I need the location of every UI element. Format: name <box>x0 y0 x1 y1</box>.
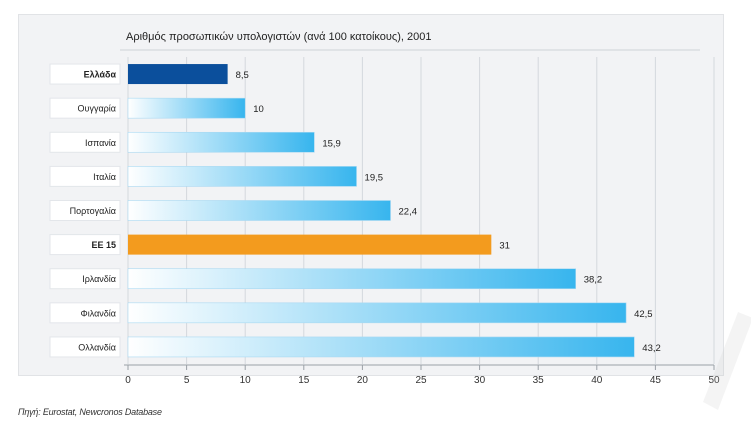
x-tick-label: 20 <box>357 375 369 386</box>
x-tick-label: 45 <box>650 375 662 386</box>
category-label-box <box>49 302 121 324</box>
watermark-graphic <box>703 312 751 410</box>
bar <box>127 200 391 221</box>
category-label: Ελλάδα <box>84 70 117 80</box>
value-label: 42,5 <box>634 309 653 320</box>
value-label: 31 <box>499 241 510 252</box>
category-label-box <box>49 165 121 187</box>
value-label: 19,5 <box>365 172 384 183</box>
category-label-box <box>49 336 121 358</box>
value-label: 8,5 <box>236 70 249 81</box>
category-label: Φιλανδία <box>81 308 116 318</box>
x-tick-label: 10 <box>240 375 252 386</box>
source-note: Πηγή: Eurostat, Newcronos Database <box>18 407 162 417</box>
x-tick-label: 15 <box>298 375 310 386</box>
category-label: Πορτογαλία <box>70 206 116 216</box>
category-label-box <box>49 63 121 85</box>
bar <box>128 234 492 255</box>
x-tick-label: 50 <box>708 375 720 386</box>
chart-title: Αριθμός προσωπικών υπολογιστών (ανά 100 … <box>126 31 431 43</box>
category-label: Ιρλανδία <box>82 274 116 284</box>
bar <box>127 302 627 324</box>
category-label-box <box>49 97 121 119</box>
value-label: 38,2 <box>584 275 603 286</box>
category-label-box <box>49 234 121 256</box>
category-label-box <box>49 268 121 290</box>
category-label: Ουγγαρία <box>78 104 116 114</box>
chart-svg: Αριθμός προσωπικών υπολογιστών (ανά 100 … <box>49 31 720 386</box>
category-label: ΕΕ 15 <box>91 240 116 250</box>
x-tick-label: 25 <box>415 375 427 386</box>
category-label: Ιταλία <box>93 172 116 182</box>
category-label-box <box>49 131 121 153</box>
value-label: 43,2 <box>642 343 661 354</box>
category-label: Ολλανδία <box>78 342 116 352</box>
bar <box>127 166 357 187</box>
x-tick-label: 30 <box>474 375 486 386</box>
x-tick-label: 5 <box>184 375 190 386</box>
bar <box>127 97 246 119</box>
x-tick-label: 40 <box>591 375 603 386</box>
bar <box>127 131 315 153</box>
bar <box>128 64 228 85</box>
value-label: 15,9 <box>322 138 341 149</box>
bar <box>127 268 577 290</box>
category-label-box <box>49 200 121 221</box>
bar <box>127 336 635 358</box>
value-label: 10 <box>253 104 264 115</box>
x-tick-label: 35 <box>533 375 545 386</box>
category-label: Ισπανία <box>85 138 116 148</box>
value-label: 22,4 <box>399 207 418 218</box>
x-tick-label: 0 <box>125 375 131 386</box>
